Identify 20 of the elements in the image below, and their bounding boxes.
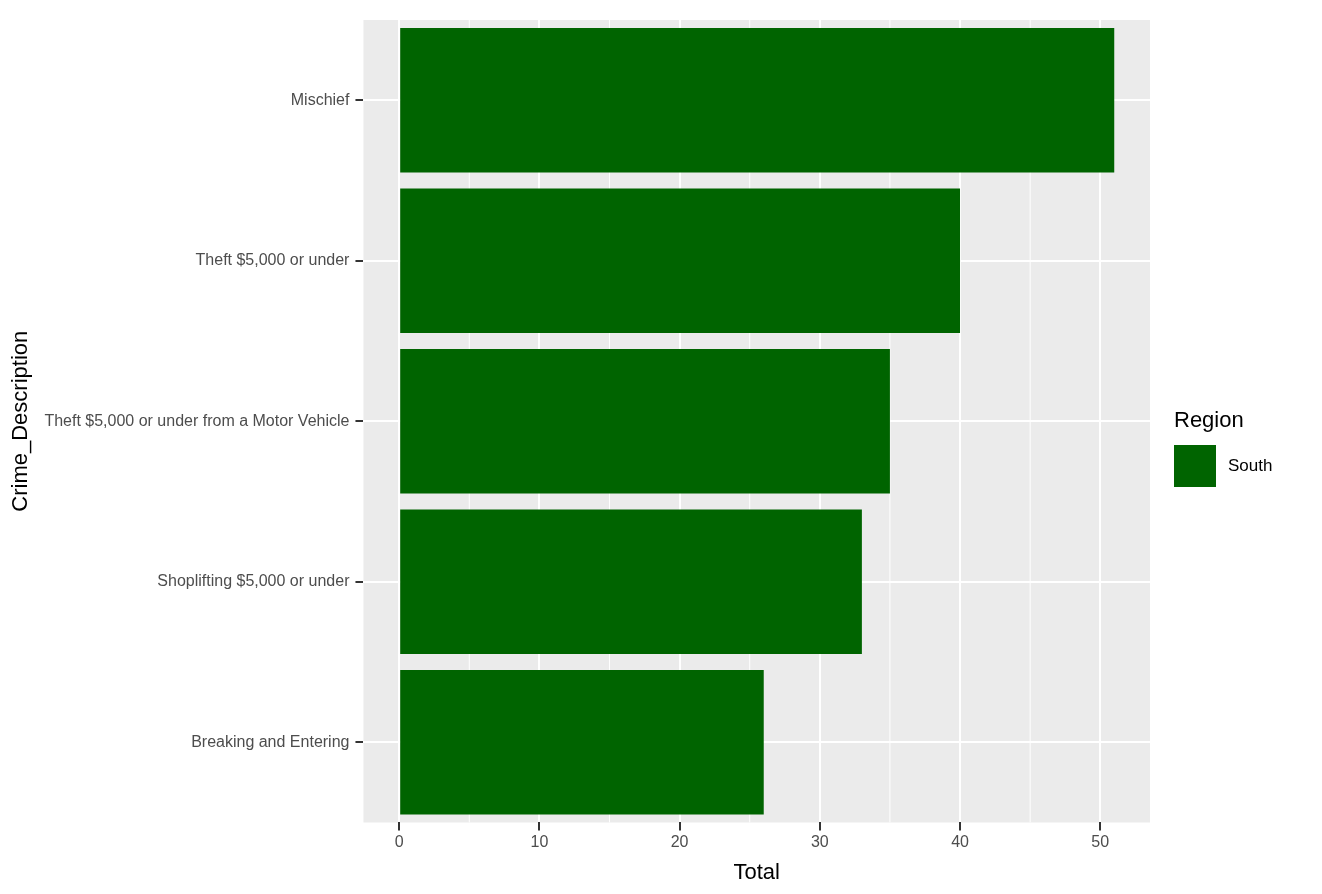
bar: [400, 28, 1115, 173]
y-tick-label: Shoplifting $5,000 or under: [157, 572, 351, 590]
x-tick-label: 20: [670, 833, 689, 851]
bar: [400, 669, 764, 815]
x-tick-label: 50: [1091, 833, 1110, 851]
y-tick-label: Mischief: [290, 90, 350, 108]
x-axis-title: Total: [733, 858, 780, 884]
legend-title: Region: [1174, 407, 1245, 433]
y-tick-label: Breaking and Entering: [191, 732, 350, 750]
x-tick-label: 30: [810, 833, 829, 851]
text: South: [1228, 456, 1273, 476]
x-tick-label: 10: [530, 833, 549, 851]
x-tick-label: 0: [394, 833, 404, 851]
y-axis-title: Crime_Description: [7, 330, 33, 512]
x-tick-label: 40: [951, 833, 970, 851]
y-tick-label: Theft $5,000 or under from a Motor Vehicle: [44, 411, 350, 429]
bar: [400, 188, 961, 333]
bar: [400, 509, 862, 654]
bar: [400, 348, 890, 494]
y-tick-label: Theft $5,000 or under: [195, 251, 351, 269]
